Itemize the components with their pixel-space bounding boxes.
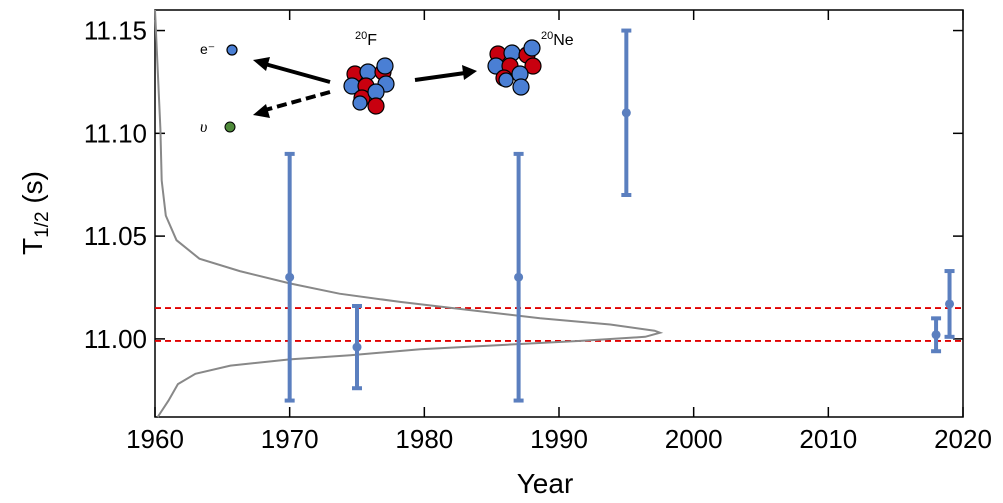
distribution-curve bbox=[154, 9, 664, 418]
y-label-main: T bbox=[17, 238, 48, 255]
arrow-electron bbox=[264, 62, 331, 84]
daughter-label: 20Ne bbox=[541, 30, 574, 49]
x-tick-label: 1970 bbox=[261, 424, 319, 454]
x-tick-label: 2000 bbox=[665, 424, 723, 454]
data-point bbox=[621, 108, 631, 118]
x-tick-label: 1980 bbox=[395, 424, 453, 454]
data-point bbox=[285, 272, 295, 282]
y-axis-label: T1/2 (s) bbox=[17, 171, 53, 255]
y-tick-label: 11.00 bbox=[84, 324, 147, 354]
parent-nucleus bbox=[343, 57, 395, 115]
y-label-unit: (s) bbox=[17, 171, 48, 211]
arrowhead bbox=[253, 57, 270, 71]
y-tick-label: 11.15 bbox=[84, 16, 147, 46]
electron-label: e⁻ bbox=[200, 41, 215, 57]
parent-symbol: F bbox=[367, 32, 377, 49]
parent-mass: 20 bbox=[355, 30, 367, 42]
x-tick-label: 2010 bbox=[799, 424, 857, 454]
arrowhead bbox=[462, 65, 477, 80]
x-tick-label: 1960 bbox=[126, 424, 184, 454]
parent-label: 20F bbox=[355, 30, 377, 49]
data-point bbox=[931, 330, 941, 340]
arrow-decay bbox=[414, 71, 466, 82]
x-tick-label: 2020 bbox=[934, 424, 992, 454]
y-label-sub: 1/2 bbox=[32, 211, 53, 237]
daughter-symbol: Ne bbox=[553, 32, 574, 49]
y-tick-label: 11.05 bbox=[84, 221, 147, 251]
data-point bbox=[945, 299, 955, 309]
plot-frame bbox=[154, 9, 964, 418]
neutrino-dot bbox=[224, 121, 236, 133]
x-tick-label: 1990 bbox=[530, 424, 588, 454]
data-point bbox=[514, 272, 524, 282]
neutrino-label: υ bbox=[200, 119, 207, 136]
y-tick-label: 11.10 bbox=[84, 118, 147, 148]
x-axis-label: Year bbox=[517, 468, 574, 499]
data-point bbox=[352, 342, 362, 352]
daughter-mass: 20 bbox=[541, 30, 553, 42]
electron-dot bbox=[226, 44, 238, 56]
arrow-neutrino bbox=[264, 90, 331, 112]
decay-inset: e⁻ υ 20F 20Ne bbox=[200, 30, 574, 136]
daughter-nucleus bbox=[487, 39, 542, 96]
arrowhead bbox=[253, 104, 270, 118]
